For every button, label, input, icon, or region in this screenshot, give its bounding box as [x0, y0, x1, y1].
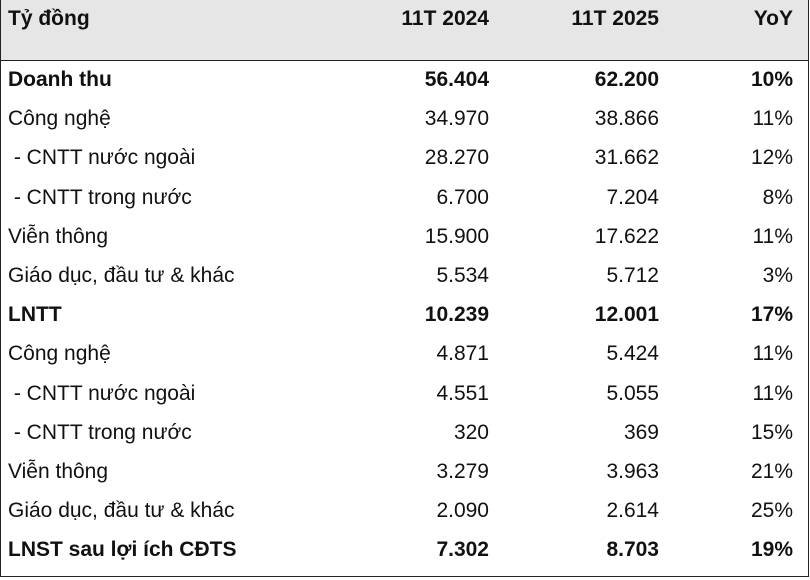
row-value: 10%: [750, 68, 793, 91]
header-cell: 11T 2024: [401, 7, 489, 30]
header-cell: YoY: [753, 7, 793, 30]
row-value: 7.204: [606, 185, 659, 209]
row-label: - CNTT nước ngoài: [8, 146, 196, 170]
row-value: 4.871: [436, 342, 489, 366]
row-label: - CNTT nước ngoài: [8, 381, 196, 405]
row-value: 11%: [752, 107, 793, 131]
row-value: 5.712: [606, 264, 659, 287]
table-header: Tỷ đồng 11T 2024 11T 2025 YoY: [1, 0, 808, 61]
row-value: 3%: [762, 264, 793, 287]
row-value: 15.900: [424, 224, 489, 248]
row-value: 10.239: [424, 303, 489, 327]
row-value: 15%: [750, 420, 793, 444]
row-value: 17.622: [594, 224, 659, 248]
row-value: 5.534: [436, 264, 489, 287]
row-label: Giáo dục, đầu tư & khác: [8, 264, 235, 287]
header-cell: Tỷ đồng: [8, 7, 90, 30]
row-value: 4.551: [436, 381, 489, 405]
row-value: 62.200: [594, 68, 659, 91]
row-value: 8%: [762, 185, 793, 209]
row-label: Doanh thu: [8, 68, 112, 91]
row-value: 11%: [752, 342, 793, 366]
row-value: 8.703: [606, 538, 659, 562]
row-value: 6.700: [436, 185, 489, 209]
row-value: 320: [453, 420, 489, 444]
row-value: 56.404: [424, 68, 489, 91]
row-value: 34.970: [424, 107, 489, 131]
row-value: 2.090: [436, 499, 489, 523]
row-value: 38.866: [594, 107, 659, 131]
row-value: 12.001: [594, 303, 659, 327]
row-label: LNST sau lợi ích CĐTS: [8, 538, 237, 562]
row-value: 21%: [750, 460, 793, 483]
row-value: 3.279: [436, 460, 489, 483]
row-label: LNTT: [8, 303, 62, 327]
row-label: Giáo dục, đầu tư & khác: [8, 499, 235, 523]
row-label: - CNTT trong nước: [8, 420, 192, 444]
row-label: Viễn thông: [8, 224, 109, 248]
row-value: 369: [623, 420, 659, 444]
header-cell: 11T 2025: [571, 7, 659, 30]
row-value: 5.424: [606, 342, 659, 366]
row-value: 2.614: [606, 499, 659, 523]
row-label: Công nghệ: [8, 107, 111, 131]
row-label: - CNTT trong nước: [8, 185, 192, 209]
row-value: 3.963: [606, 460, 659, 483]
row-value: 5.055: [606, 381, 659, 405]
row-value: 11%: [752, 381, 793, 405]
row-value: 12%: [750, 146, 793, 170]
row-value: 11%: [752, 224, 793, 248]
row-value: 17%: [750, 303, 793, 327]
row-value: 25%: [750, 499, 793, 523]
row-value: 7.302: [436, 538, 489, 562]
row-label: Công nghệ: [8, 342, 111, 366]
row-label: Viễn thông: [8, 460, 109, 483]
row-value: 19%: [750, 538, 793, 562]
row-value: 31.662: [594, 146, 659, 170]
row-value: 28.270: [424, 146, 489, 170]
